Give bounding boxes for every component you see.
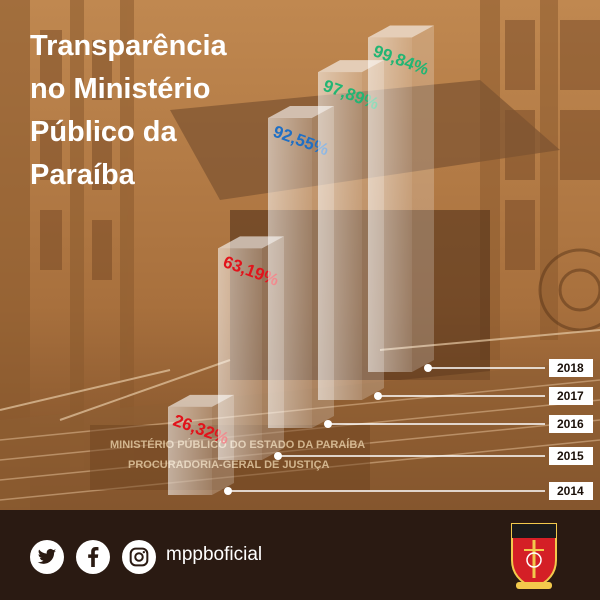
- footer-bar: mppboficial: [0, 510, 600, 600]
- year-label-2016: 2016: [557, 417, 584, 431]
- social-handle[interactable]: mppboficial: [166, 544, 263, 565]
- leader-dot-2017: [374, 392, 382, 400]
- year-tag-2017: [549, 387, 593, 405]
- bar-front-face: [168, 406, 212, 495]
- leader-dot-2018: [424, 364, 432, 372]
- year-tag-2018: [549, 359, 593, 377]
- leader-dot-2014: [224, 487, 232, 495]
- year-tag-2014: [549, 482, 593, 500]
- instagram-icon[interactable]: [122, 540, 156, 574]
- year-tag-2015: [549, 447, 593, 465]
- year-label-2014: 2014: [557, 484, 584, 498]
- year-label-2015: 2015: [557, 449, 584, 463]
- title-line-4: Paraíba: [30, 159, 136, 191]
- year-tag-2016: [549, 415, 593, 433]
- bar-series: 26,32%63,19%92,55%97,89%99,84%: [168, 25, 434, 495]
- bar-top-face: [218, 236, 284, 249]
- bar-top-face: [318, 60, 384, 73]
- bar-front-face: [268, 117, 312, 429]
- bar-side-face: [412, 25, 434, 372]
- bar-top-face: [168, 394, 234, 407]
- twitter-icon[interactable]: [30, 540, 64, 574]
- bar-top-face: [368, 25, 434, 38]
- title-line-1: Transparência: [30, 30, 228, 62]
- year-label-2018: 2018: [557, 361, 584, 375]
- page-title: Transparência no Ministério Público da P…: [30, 30, 228, 191]
- title-line-3: Público da: [30, 116, 178, 148]
- bar-front-face: [218, 248, 262, 460]
- bar-top-face: [268, 105, 334, 118]
- bar-2018: [368, 25, 434, 372]
- title-line-2: no Ministério: [30, 73, 210, 105]
- bar-front-face: [318, 72, 362, 401]
- bar-front-face: [368, 37, 412, 372]
- facebook-icon[interactable]: [76, 540, 110, 574]
- mppb-crest-logo: [511, 523, 557, 590]
- year-leader-lines: 2014 2015 2016 2017 2018: [224, 359, 593, 500]
- leader-dot-2016: [324, 420, 332, 428]
- leader-dot-2015: [274, 452, 282, 460]
- year-label-2017: 2017: [557, 389, 584, 403]
